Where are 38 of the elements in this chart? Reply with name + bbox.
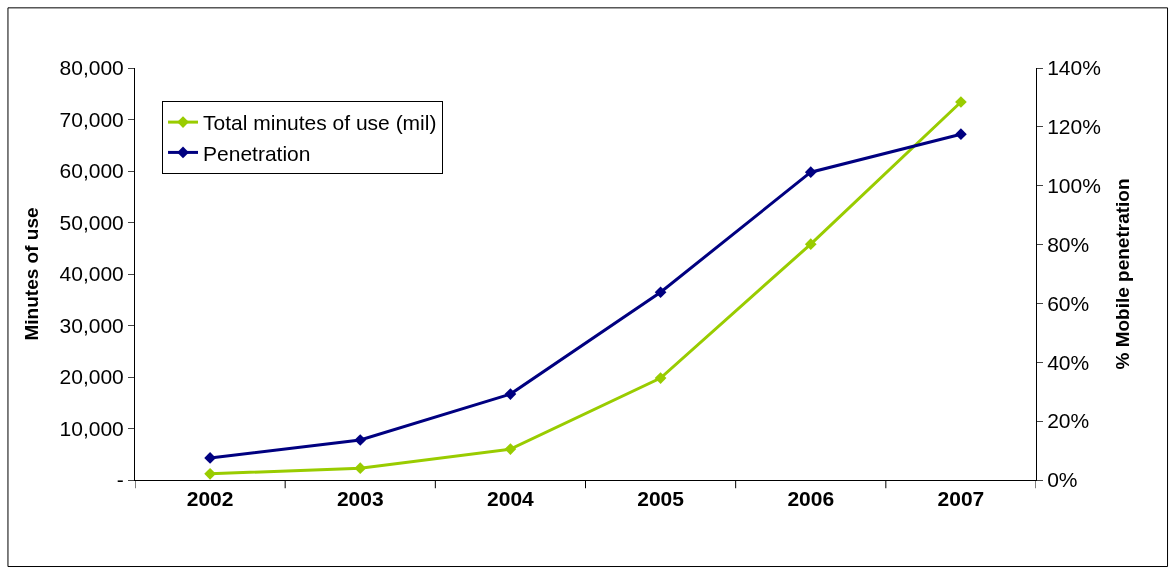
y2-tick-label: 20% [1047, 409, 1090, 433]
y-tick-label: 60,000 [59, 159, 124, 183]
x-tick-label: 2006 [787, 487, 835, 511]
y2-tick-label: 0% [1047, 468, 1078, 492]
x-tick-label: 2007 [937, 487, 985, 511]
point [804, 238, 817, 250]
y-axis-title: Minutes of use [21, 207, 43, 341]
y-tick-label: 70,000 [59, 107, 124, 131]
y2-tick-label: 60% [1047, 291, 1090, 315]
x-tick-label: 2005 [637, 487, 685, 511]
y2-tick-label: 100% [1047, 174, 1101, 198]
y2-tick-label: 80% [1047, 232, 1090, 256]
y-tick-label: 50,000 [59, 210, 124, 234]
x-tick-label: 2003 [336, 487, 384, 511]
y2-tick-label: 40% [1047, 350, 1090, 374]
point [204, 452, 216, 464]
x-tick-label: 2002 [186, 487, 234, 511]
y-tick-label: - [116, 468, 124, 492]
point [204, 467, 216, 480]
point [354, 434, 367, 446]
point [654, 286, 667, 299]
legend-label: Penetration [203, 141, 311, 165]
y-tick-label: 20,000 [59, 365, 124, 389]
point [955, 128, 967, 141]
y-tick-label: 40,000 [59, 262, 124, 286]
point [504, 388, 517, 400]
legend-label: Total minutes of use (mil) [203, 111, 437, 135]
y-tick-label: 30,000 [59, 313, 124, 337]
y-tick-label: 80,000 [59, 56, 124, 80]
point [804, 166, 817, 179]
point [504, 443, 517, 455]
point [354, 462, 367, 475]
point [654, 372, 667, 384]
y2-axis-title: % Mobile penetration [1111, 178, 1133, 370]
y2-tick-label: 140% [1047, 56, 1101, 80]
y-tick-label: 10,000 [59, 416, 124, 440]
x-tick-label: 2004 [487, 487, 535, 511]
y2-tick-label: 120% [1047, 115, 1101, 139]
